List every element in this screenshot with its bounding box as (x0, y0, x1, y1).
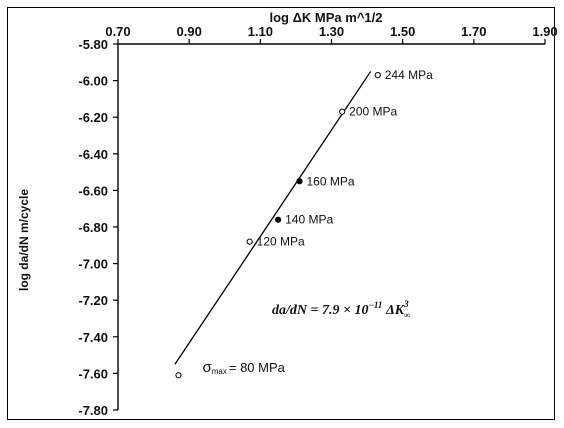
y-tick-label: -7.80 (78, 403, 108, 418)
sigma-symbol: σ (202, 359, 212, 376)
chart-frame (7, 7, 555, 420)
equation-subscript: ∞ (404, 310, 410, 320)
y-tick-label: -6.00 (78, 74, 108, 89)
equation-power: 3 (403, 299, 409, 309)
data-label: 120 MPa (257, 235, 305, 249)
y-tick-label: -6.80 (78, 220, 108, 235)
x-tick-label: 0.70 (105, 24, 130, 39)
data-point (246, 238, 253, 245)
y-axis-label: log da/dN m/cycle (17, 189, 31, 291)
data-label: 200 MPa (349, 105, 397, 119)
x-tick-label: 1.50 (390, 24, 415, 39)
y-tick-label: -7.00 (78, 257, 108, 272)
data-label: σmax = 80 MPa (202, 359, 285, 376)
data-point (339, 108, 346, 115)
x-tick-label: 1.70 (461, 24, 486, 39)
y-tick-label: -7.60 (78, 366, 108, 381)
data-point (275, 216, 282, 223)
fit-equation: da/dN = 7.9 × 10−11 ΔK3 ∞ (272, 299, 410, 320)
chart-title: log ΔK MPa m^1/2 (269, 10, 382, 25)
data-label: 140 MPa (285, 213, 333, 227)
x-tick-label: 1.90 (532, 24, 557, 39)
sigma-subscript: max (212, 367, 227, 376)
y-tick-label: -7.20 (78, 293, 108, 308)
x-tick-label: 1.30 (319, 24, 344, 39)
fit-line (174, 71, 372, 365)
x-tick-label: 0.90 (177, 24, 202, 39)
data-point (374, 72, 381, 79)
equation-exponent: −11 (368, 300, 382, 310)
sigma-value: = 80 MPa (229, 360, 286, 375)
data-point (175, 372, 182, 379)
equation-delta-k: ΔK (382, 303, 405, 318)
y-tick-label: -5.80 (78, 37, 108, 52)
equation-main: da/dN = 7.9 × 10 (272, 303, 368, 318)
y-tick-label: -6.60 (78, 183, 108, 198)
y-tick-label: -6.40 (78, 147, 108, 162)
x-tick-label: 1.10 (248, 24, 273, 39)
data-label: 244 MPa (385, 68, 433, 82)
data-label: 160 MPa (306, 174, 354, 188)
data-point (296, 178, 303, 185)
y-tick-label: -7.40 (78, 330, 108, 345)
y-tick-label: -6.20 (78, 110, 108, 125)
